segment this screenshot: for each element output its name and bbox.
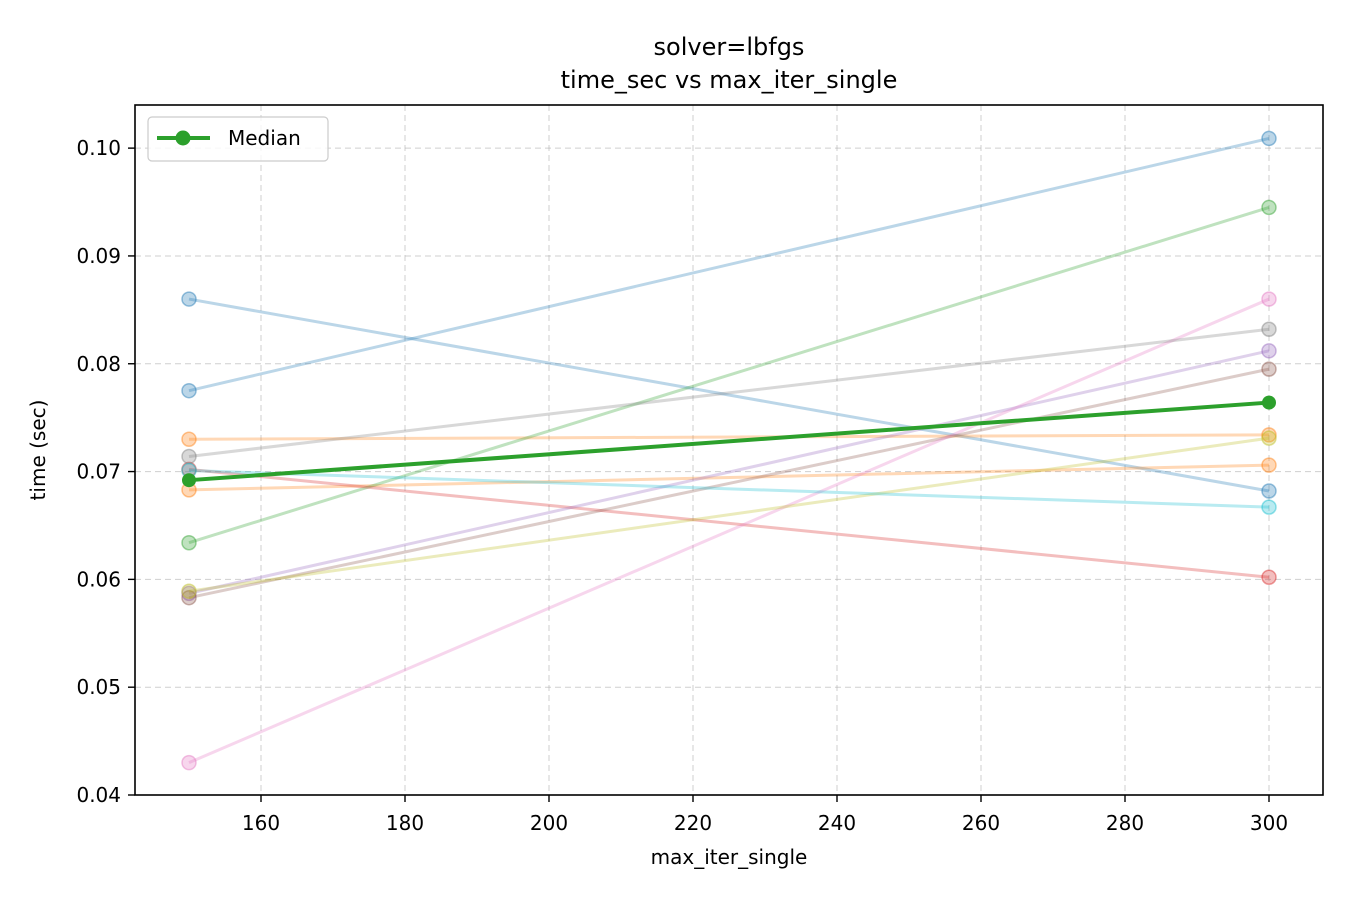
x-tick-label: 160 [242, 811, 280, 835]
run-point [1261, 430, 1277, 446]
run-series [181, 461, 1277, 585]
y-tick-label: 0.10 [76, 136, 121, 160]
run-line [188, 433, 1270, 441]
y-tick-label: 0.04 [76, 783, 121, 807]
chart-subtitle: time_sec vs max_iter_single [561, 66, 898, 94]
median-point [182, 473, 196, 488]
y-tick-label: 0.09 [76, 244, 121, 268]
run-line [188, 468, 1270, 509]
run-point [181, 583, 197, 599]
x-axis-label: max_iter_single [651, 845, 808, 869]
x-tick-label: 180 [386, 811, 424, 835]
median-series [182, 395, 1276, 488]
run-line [188, 367, 1270, 600]
plot-frame [134, 104, 1324, 796]
run-line [188, 349, 1270, 595]
x-tick-label: 240 [818, 811, 856, 835]
run-line [188, 297, 1270, 493]
run-point [181, 382, 197, 399]
run-point [1261, 499, 1277, 515]
run-point [1261, 361, 1277, 377]
run-point [1261, 291, 1277, 307]
run-line [188, 205, 1270, 545]
run-point [1261, 343, 1277, 359]
run-series [181, 343, 1277, 602]
run-point [181, 534, 197, 551]
legend-label-median: Median [228, 126, 301, 150]
run-series [181, 430, 1277, 599]
run-point [181, 754, 197, 771]
chart-title: solver=lbfgs [654, 33, 805, 61]
run-point [181, 431, 197, 447]
run-point [1261, 427, 1277, 443]
legend-marker-median [175, 130, 191, 146]
run-line [188, 136, 1270, 393]
run-series [181, 199, 1277, 551]
run-line [188, 436, 1270, 593]
y-ticks: 0.04 0.05 0.06 0.07 0.08 0.09 0.10 [76, 136, 135, 807]
x-ticks: 160 180 200 220 240 260 280 300 [242, 795, 1288, 835]
run-series [181, 291, 1277, 771]
legend: Median [147, 116, 329, 162]
run-point [1261, 130, 1277, 147]
run-line [188, 467, 1270, 579]
run-point [181, 585, 197, 602]
run-line [188, 297, 1270, 765]
run-series [181, 130, 1277, 399]
run-point [1261, 569, 1277, 585]
median-line [188, 400, 1270, 483]
run-series [181, 361, 1277, 606]
run-series [181, 291, 1277, 499]
run-line [188, 463, 1270, 492]
x-tick-label: 300 [1250, 811, 1288, 835]
run-point [181, 448, 197, 465]
y-tick-label: 0.07 [76, 460, 121, 484]
series-layer [181, 130, 1277, 771]
x-tick-label: 220 [674, 811, 712, 835]
run-series [181, 457, 1277, 498]
run-series [181, 462, 1277, 515]
run-point [181, 291, 197, 307]
run-series [181, 321, 1277, 465]
y-tick-label: 0.08 [76, 352, 121, 376]
median-point [1262, 395, 1276, 410]
y-tick-label: 0.06 [76, 567, 121, 591]
run-point [1261, 457, 1277, 473]
x-tick-label: 260 [962, 811, 1000, 835]
run-series [181, 427, 1277, 447]
run-point [181, 589, 197, 606]
y-tick-label: 0.05 [76, 675, 121, 699]
x-tick-label: 280 [1106, 811, 1144, 835]
x-tick-label: 200 [530, 811, 568, 835]
run-point [1261, 321, 1277, 337]
run-point [1261, 199, 1277, 216]
run-point [1261, 483, 1277, 499]
y-axis-label: time (sec) [26, 400, 50, 501]
run-line [188, 327, 1270, 458]
legend-box [147, 116, 329, 162]
